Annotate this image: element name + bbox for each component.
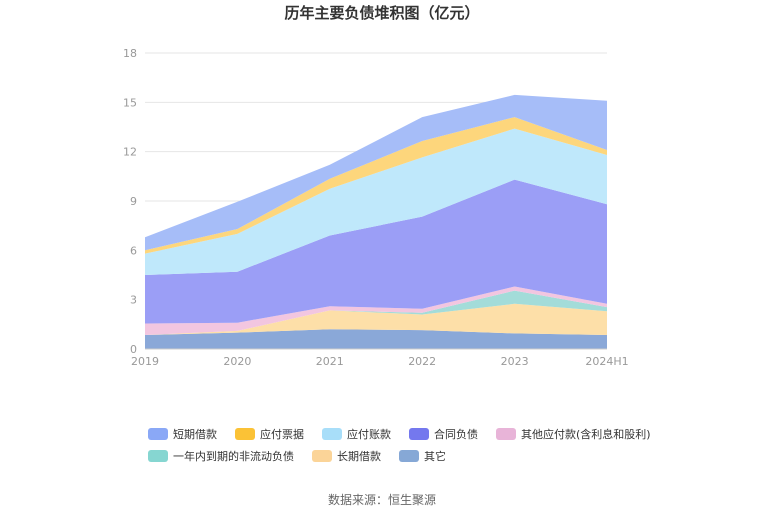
area-series: [145, 303, 607, 335]
area-series: [145, 128, 607, 275]
chart-title: 历年主要负债堆积图（亿元）: [284, 4, 479, 22]
y-tick-label: 12: [123, 146, 137, 159]
legend-item[interactable]: 应付账款: [322, 427, 391, 441]
area-series: [145, 179, 607, 324]
legend-swatch: [148, 428, 168, 440]
legend-label: 应付票据: [260, 427, 304, 441]
y-tick-label: 3: [130, 294, 137, 307]
y-tick-label: 6: [130, 244, 137, 257]
legend-item[interactable]: 其他应付款(含利息和股利): [496, 427, 651, 441]
area-series: [145, 286, 607, 335]
y-tick-label: 18: [123, 47, 137, 60]
area-series: [145, 290, 607, 335]
legend-swatch: [399, 450, 419, 462]
y-tick-label: 0: [130, 343, 137, 356]
y-tick-label: 15: [123, 96, 137, 109]
legend-swatch: [496, 428, 516, 440]
source-note: 数据来源：恒生聚源: [328, 492, 436, 507]
area-series: [145, 329, 607, 349]
legend-label: 应付账款: [347, 427, 391, 441]
x-axis: 2019 2020 2021 2022 2023 2024H1: [131, 348, 629, 368]
y-axis: 0 3 6 9 12 15 18: [123, 47, 137, 356]
areas: [145, 94, 607, 349]
x-tick-label: 2024H1: [585, 355, 628, 368]
x-tick-label: 2020: [223, 355, 251, 368]
area-series: [145, 117, 607, 254]
x-tick-label: 2022: [408, 355, 436, 368]
x-tick-label: 2019: [131, 355, 159, 368]
legend-label: 其他应付款(含利息和股利): [521, 427, 651, 441]
legend[interactable]: 短期借款 应付票据 应付账款 合同负债 其他应付款(含利息和股利) 一年内到期的非流动负债…: [148, 427, 651, 463]
legend-label: 合同负债: [434, 427, 478, 441]
legend-swatch: [322, 428, 342, 440]
area-series: [145, 94, 607, 251]
y-tick-label: 9: [130, 195, 137, 208]
legend-item[interactable]: 短期借款: [148, 427, 217, 441]
legend-item[interactable]: 一年内到期的非流动负债: [148, 449, 294, 463]
legend-swatch: [148, 450, 168, 462]
legend-item[interactable]: 其它: [399, 449, 446, 463]
legend-swatch: [235, 428, 255, 440]
legend-label: 其它: [424, 449, 446, 463]
legend-item[interactable]: 合同负债: [409, 427, 478, 441]
legend-swatch: [312, 450, 332, 462]
x-tick-label: 2023: [501, 355, 529, 368]
legend-label: 长期借款: [337, 449, 381, 463]
legend-swatch: [409, 428, 429, 440]
legend-label: 一年内到期的非流动负债: [173, 449, 294, 463]
legend-label: 短期借款: [173, 427, 217, 441]
legend-item[interactable]: 应付票据: [235, 427, 304, 441]
legend-item[interactable]: 长期借款: [312, 449, 381, 463]
x-tick-label: 2021: [316, 355, 344, 368]
